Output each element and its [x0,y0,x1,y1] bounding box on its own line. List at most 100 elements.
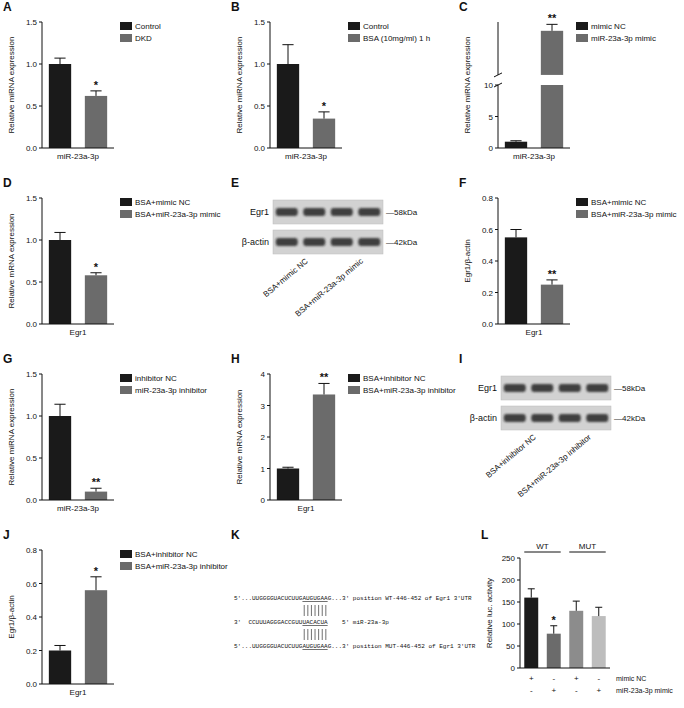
y-tick [39,64,42,65]
significance: * [94,565,99,577]
group-label: WT [536,542,549,551]
seed-underline [302,625,327,626]
blot-band [586,414,608,422]
error-bar [90,488,101,491]
y-tick [495,148,498,149]
y-tick [495,261,498,262]
blot-membrane [501,376,611,400]
bar [313,394,335,500]
blot-size-marker: —42kDa [386,238,418,247]
y-tick-label: 1.5 [26,18,38,27]
y-tick [39,198,42,199]
significance: ** [92,476,101,488]
blot-row-label: Egr1 [250,207,269,217]
base-pair [325,605,326,616]
legend-label: miR-23a-3p inhibitor [135,386,207,395]
y-axis-label: Relative miRNA expression [7,37,16,134]
sequence-prefix: 3' CCUUUAGGGACCGUU [234,619,303,626]
y-tick-label: 0.5 [26,278,38,287]
blot-size-marker: —58kDa [614,384,646,393]
y-tick [495,229,498,230]
y-tick [517,558,520,559]
condition-sign: - [597,674,600,683]
significance: * [552,614,557,626]
legend-label: BSA+miR-23a-3p inhibitor [363,386,456,395]
y-tick [495,324,498,325]
bar [49,416,71,500]
y-tick-label: 0.2 [26,647,38,656]
sequence-prefix: 5'...UUGGGGUACUCUUG [234,595,303,602]
sequence-seed: AUGUGAA [302,643,328,650]
error-bar [550,626,557,634]
error-bar [54,58,65,64]
y-tick-label: 150 [502,598,516,607]
seed-underline [302,649,327,650]
blot-membrane [273,230,383,254]
significance: * [94,79,99,91]
y-tick-label: 1.5 [26,194,38,203]
panel-label: I [459,352,462,366]
y-tick [39,324,42,325]
group-line [569,552,605,553]
legend-label: Control [363,22,389,31]
error-bar [282,45,293,64]
y-tick [495,85,498,86]
y-axis [270,22,271,148]
blot-band [331,238,353,246]
x-tick-label: miR-23a-3p [57,504,99,513]
blot-membrane [273,200,383,224]
plot-marks [505,24,563,148]
condition-sign: - [575,686,578,695]
y-tick-label: 5 [489,113,494,122]
base-pair [304,629,305,640]
legend-label: BSA+miR-23a-3p inhibitor [135,562,228,571]
error-bar [318,383,329,394]
legend-label: BSA+miR-23a-3p mimic [135,210,221,219]
blot-band [276,238,298,246]
error-bar [54,232,65,240]
legend-swatch [348,386,360,394]
y-tick-label: 0.4 [482,257,494,266]
y-tick [267,500,270,501]
panel-label: A [3,0,12,14]
blot-size-marker: —42kDa [614,414,646,423]
significance: * [94,261,99,273]
panel-label: F [459,176,466,190]
base-pair [307,605,308,616]
blot-size-marker: —58kDa [386,208,418,217]
x-axis [498,324,570,325]
blot-band [504,414,526,422]
legend-swatch [120,374,132,382]
base-pair [307,629,308,640]
y-tick [517,580,520,581]
bar [505,142,527,148]
blot-band [331,208,353,216]
error-bar [90,577,101,590]
y-tick [39,500,42,501]
sequence-prefix: 5'...UUGGGGUACUCUUG [234,643,303,650]
condition-sign: + [574,674,579,683]
legend-swatch [120,550,132,558]
y-axis-label: Relative mRNA expression [235,389,244,484]
y-tick-label: 250 [502,554,516,563]
blot-band [504,384,526,392]
y-axis [42,374,43,500]
y-tick [517,602,520,603]
error-bar [528,589,535,598]
bar [505,237,527,324]
plot-marks [524,589,605,668]
x-tick-label: Egr1 [526,328,543,337]
x-axis [42,684,114,685]
legend-swatch [576,198,588,206]
bar [85,492,107,500]
base-pair [322,629,323,640]
y-tick-label: 1.0 [26,236,38,245]
y-axis-label: Relative miRNA expression [7,389,16,486]
y-tick [39,106,42,107]
legend-label: BSA+mimic NC [135,198,191,207]
y-axis [42,198,43,324]
legend-swatch [348,22,360,30]
y-tick-label: 0.0 [26,320,38,329]
legend-label: BSA (10mg/ml) 1 h [363,34,430,43]
base-pair [304,605,305,616]
